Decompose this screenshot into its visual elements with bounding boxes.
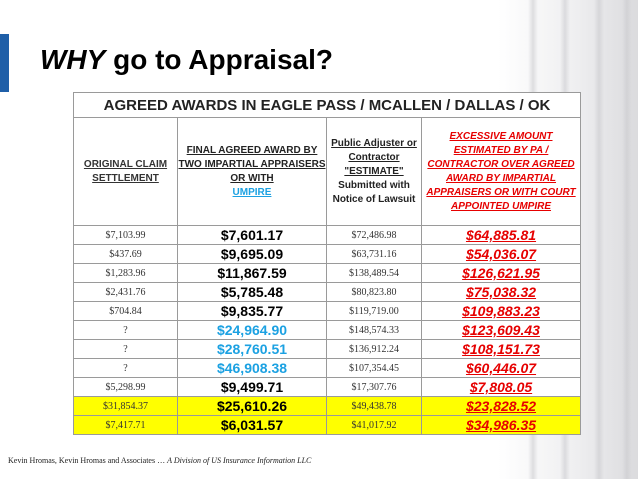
cell-final-award: $6,031.57 [177, 415, 327, 435]
table-row: $31,854.37 $25,610.26 $49,438.78 $23,828.52 [73, 396, 582, 416]
cell-excessive-amount: $126,621.95 [420, 263, 582, 283]
cell-excessive-amount: $23,828.52 [420, 396, 582, 416]
cell-pa-estimate: $148,574.33 [326, 320, 422, 340]
cell-excessive-amount: $7,808.05 [420, 377, 582, 397]
cell-pa-estimate: $136,912.24 [326, 339, 422, 359]
cell-original-claim: ? [73, 320, 178, 340]
cell-original-claim: $704.84 [73, 301, 178, 321]
awards-table-image: AGREED AWARDS IN EAGLE PASS / MCALLEN / … [72, 92, 582, 435]
table-row: $7,103.99 $7,601.17 $72,486.98 $64,885.81 [73, 225, 582, 245]
column-shade [622, 0, 632, 479]
table-row: ? $46,908.38 $107,354.45 $60,446.07 [73, 358, 582, 378]
cell-excessive-amount: $60,446.07 [420, 358, 582, 378]
table-caption: AGREED AWARDS IN EAGLE PASS / MCALLEN / … [72, 92, 582, 118]
cell-final-award: $46,908.38 [177, 358, 327, 378]
slide-title: WHY go to Appraisal? [40, 44, 333, 76]
cell-original-claim: ? [73, 339, 178, 359]
table-row: $1,283.96 $11,867.59 $138,489.54 $126,621.9… [73, 263, 582, 283]
cell-original-claim: $7,417.71 [73, 415, 178, 435]
cell-original-claim: ? [73, 358, 178, 378]
table-row: $704.84 $9,835.77 $119,719.00 $109,883.23 [73, 301, 582, 321]
header-excessive-amount: EXCESSIVE AMOUNT ESTIMATED BY PA / CONTR… [420, 117, 582, 226]
header-original-claim: ORIGINAL CLAIM SETTLEMENT [73, 117, 178, 226]
cell-original-claim: $31,854.37 [73, 396, 178, 416]
cell-pa-estimate: $41,017.92 [326, 415, 422, 435]
cell-excessive-amount: $109,883.23 [420, 301, 582, 321]
cell-original-claim: $2,431.76 [73, 282, 178, 302]
table-row: $7,417.71 $6,031.57 $41,017.92 $34,986.35 [73, 415, 582, 435]
cell-original-claim: $1,283.96 [73, 263, 178, 283]
title-text: go to Appraisal? [105, 44, 333, 75]
cell-excessive-amount: $54,036.07 [420, 244, 582, 264]
table-row: ? $28,760.51 $136,912.24 $108,151.73 [73, 339, 582, 359]
cell-pa-estimate: $119,719.00 [326, 301, 422, 321]
cell-pa-estimate: $80,823.80 [326, 282, 422, 302]
table-row: $437.69 $9,695.09 $63,731.16 $54,036.07 [73, 244, 582, 264]
title-emphasis: WHY [40, 44, 106, 75]
cell-pa-estimate: $72,486.98 [326, 225, 422, 245]
header-pa-estimate: Public Adjuster or Contractor "ESTIMATE"… [326, 117, 422, 226]
cell-final-award: $7,601.17 [177, 225, 327, 245]
cell-pa-estimate: $107,354.45 [326, 358, 422, 378]
table-row: $2,431.76 $5,785.48 $80,823.80 $75,038.32 [73, 282, 582, 302]
cell-original-claim: $5,298.99 [73, 377, 178, 397]
accent-bar [0, 34, 9, 92]
cell-original-claim: $7,103.99 [73, 225, 178, 245]
cell-final-award: $24,964.90 [177, 320, 327, 340]
cell-pa-estimate: $138,489.54 [326, 263, 422, 283]
cell-final-award: $5,785.48 [177, 282, 327, 302]
cell-final-award: $28,760.51 [177, 339, 327, 359]
column-shade [594, 0, 604, 479]
footer-credit: Kevin Hromas, Kevin Hromas and Associate… [8, 456, 312, 465]
table-row: $5,298.99 $9,499.71 $17,307.76 $7,808.05 [73, 377, 582, 397]
header-final-award: FINAL AGREED AWARD BY TWO IMPARTIAL APPR… [177, 117, 327, 226]
cell-pa-estimate: $49,438.78 [326, 396, 422, 416]
cell-excessive-amount: $123,609.43 [420, 320, 582, 340]
cell-final-award: $25,610.26 [177, 396, 327, 416]
cell-excessive-amount: $75,038.32 [420, 282, 582, 302]
cell-excessive-amount: $34,986.35 [420, 415, 582, 435]
awards-table: AGREED AWARDS IN EAGLE PASS / MCALLEN / … [72, 92, 582, 435]
cell-pa-estimate: $17,307.76 [326, 377, 422, 397]
cell-original-claim: $437.69 [73, 244, 178, 264]
table-row: ? $24,964.90 $148,574.33 $123,609.43 [73, 320, 582, 340]
cell-final-award: $9,835.77 [177, 301, 327, 321]
cell-final-award: $9,695.09 [177, 244, 327, 264]
cell-excessive-amount: $108,151.73 [420, 339, 582, 359]
cell-excessive-amount: $64,885.81 [420, 225, 582, 245]
cell-final-award: $9,499.71 [177, 377, 327, 397]
cell-pa-estimate: $63,731.16 [326, 244, 422, 264]
cell-final-award: $11,867.59 [177, 263, 327, 283]
